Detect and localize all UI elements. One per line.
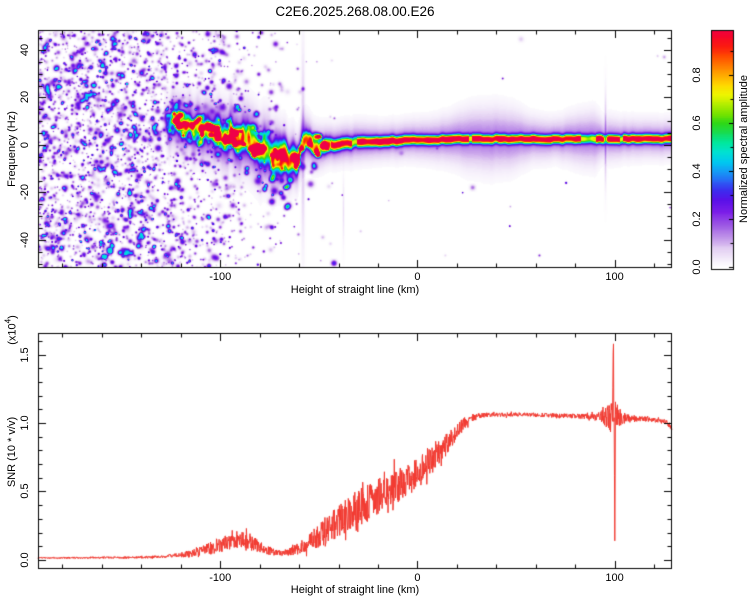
colorbar-tick-label: 0.4 (691, 163, 703, 179)
colorbar-tick-label: 0.6 (691, 115, 703, 131)
spectrogram-x-tick-label: -100 (209, 271, 232, 283)
colorbar-tick-label: 0.0 (691, 259, 703, 275)
colorbar-tick-label: 0.8 (691, 67, 703, 83)
snr-x-axis-title: Height of straight line (km) (290, 584, 420, 596)
colorbar-title: Normalized spectral amplitude (738, 75, 750, 223)
colorbar-tick-label: 0.2 (691, 211, 703, 227)
figure-title: C2E6.2025.268.08.00.E26 (275, 4, 435, 19)
snr-x-tick-label: 0 (414, 572, 421, 584)
spectrogram-x-tick-label: 100 (605, 271, 624, 283)
snr-x-tick-label: 100 (605, 572, 624, 584)
snr-y-tick-label: 1.5 (19, 346, 31, 363)
spectrogram-x-tick-label: 0 (414, 271, 421, 283)
spectrogram-x-axis-title: Height of straight line (km) (290, 284, 420, 296)
spectrogram-y-tick-label: 40 (19, 43, 31, 57)
spectrogram-y-tick-label: -40 (19, 232, 31, 248)
spectrogram-y-axis-title: Frequency (Hz) (6, 111, 18, 187)
snr-y-tick-label: 1.0 (19, 415, 31, 431)
spectrogram-y-tick-label: 0 (19, 141, 31, 149)
spectrogram-y-tick-label: 20 (19, 91, 31, 104)
snr-y-axis-title: SNR (10 * v/v) (6, 416, 18, 488)
snr-y-tick-label: 0.5 (19, 483, 31, 500)
snr-y-tick-label: 0.0 (19, 552, 31, 568)
snr-y-scale-label: (x104) (3, 315, 19, 345)
spectrogram-y-tick-label: -20 (19, 184, 31, 201)
snr-x-tick-label: -100 (209, 572, 232, 584)
